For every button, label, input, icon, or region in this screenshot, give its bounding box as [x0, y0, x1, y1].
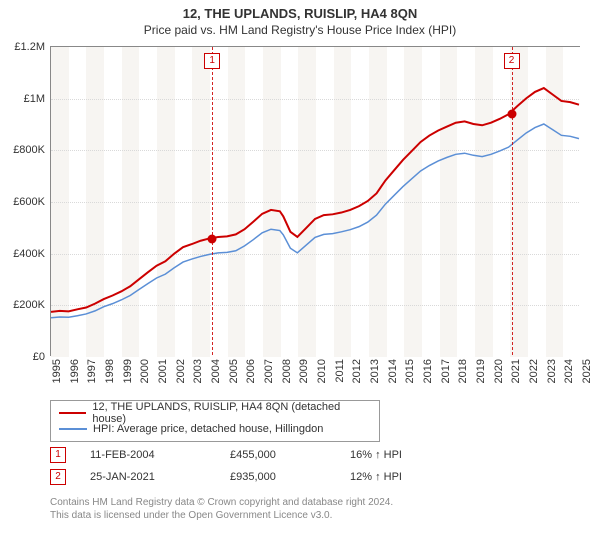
x-tick-label: 1997	[86, 359, 98, 383]
series-hpi_area	[51, 124, 579, 318]
legend-swatch	[59, 428, 87, 430]
x-tick-label: 2013	[369, 359, 381, 383]
x-tick-label: 2003	[192, 359, 204, 383]
legend-label: 12, THE UPLANDS, RUISLIP, HA4 8QN (detac…	[92, 401, 371, 425]
sale-marker-dot	[507, 110, 516, 119]
x-tick-label: 1999	[122, 359, 134, 383]
chart-title: 12, THE UPLANDS, RUISLIP, HA4 8QN	[0, 0, 600, 21]
sales-price: £455,000	[230, 449, 350, 461]
sales-date: 11-FEB-2004	[90, 449, 230, 461]
x-tick-label: 2014	[387, 359, 399, 383]
x-tick-label: 1998	[104, 359, 116, 383]
series-svg	[51, 47, 579, 355]
sales-price: £935,000	[230, 471, 350, 483]
x-tick-label: 2008	[281, 359, 293, 383]
x-tick-label: 2018	[457, 359, 469, 383]
sales-badge: 1	[50, 447, 66, 463]
legend: 12, THE UPLANDS, RUISLIP, HA4 8QN (detac…	[50, 400, 380, 442]
sale-marker-line	[212, 47, 213, 355]
sales-table: 1 11-FEB-2004£455,00016% ↑ HPI 2 25-JAN-202…	[50, 444, 470, 488]
sales-delta: 16% ↑ HPI	[350, 449, 470, 461]
legend-swatch	[59, 412, 86, 414]
sales-row: 1 11-FEB-2004£455,00016% ↑ HPI	[50, 444, 470, 466]
y-tick-label: £1M	[24, 93, 45, 105]
sales-date: 25-JAN-2021	[90, 471, 230, 483]
sale-marker-badge: 2	[504, 53, 520, 69]
y-tick-label: £600K	[13, 196, 45, 208]
x-tick-label: 2021	[510, 359, 522, 383]
sale-marker-badge: 1	[204, 53, 220, 69]
y-tick-label: £800K	[13, 144, 45, 156]
x-tick-label: 2019	[475, 359, 487, 383]
legend-row: 12, THE UPLANDS, RUISLIP, HA4 8QN (detac…	[59, 405, 371, 421]
sales-row: 2 25-JAN-2021£935,00012% ↑ HPI	[50, 466, 470, 488]
legend-label: HPI: Average price, detached house, Hill…	[93, 423, 323, 435]
x-tick-label: 2002	[175, 359, 187, 383]
x-tick-label: 2007	[263, 359, 275, 383]
y-tick-label: £400K	[13, 248, 45, 260]
sales-delta: 12% ↑ HPI	[350, 471, 470, 483]
footer: Contains HM Land Registry data © Crown c…	[50, 496, 393, 522]
series-hpi_subject	[51, 88, 579, 312]
x-tick-label: 2004	[210, 359, 222, 383]
x-tick-label: 2000	[139, 359, 151, 383]
x-tick-label: 2025	[581, 359, 593, 383]
x-tick-label: 1996	[69, 359, 81, 383]
x-tick-label: 2011	[334, 359, 346, 383]
footer-line1: Contains HM Land Registry data © Crown c…	[50, 496, 393, 509]
y-tick-label: £200K	[13, 299, 45, 311]
x-tick-label: 1995	[51, 359, 63, 383]
x-tick-label: 2024	[563, 359, 575, 383]
x-tick-label: 2016	[422, 359, 434, 383]
x-tick-label: 2012	[351, 359, 363, 383]
chart-subtitle: Price paid vs. HM Land Registry's House …	[0, 21, 600, 43]
y-tick-label: £0	[33, 351, 45, 363]
footer-line2: This data is licensed under the Open Gov…	[50, 509, 393, 522]
sales-badge: 2	[50, 469, 66, 485]
x-tick-label: 2022	[528, 359, 540, 383]
x-tick-label: 2023	[546, 359, 558, 383]
x-tick-label: 2020	[493, 359, 505, 383]
x-tick-label: 2001	[157, 359, 169, 383]
x-tick-label: 2015	[404, 359, 416, 383]
sale-marker-line	[512, 47, 513, 355]
plot-area: £0£200K£400K£600K£800K£1M£1.2M1995199619…	[50, 46, 580, 356]
x-tick-label: 2010	[316, 359, 328, 383]
x-tick-label: 2005	[228, 359, 240, 383]
sale-marker-dot	[208, 235, 217, 244]
y-tick-label: £1.2M	[14, 41, 45, 53]
x-tick-label: 2017	[440, 359, 452, 383]
x-tick-label: 2009	[298, 359, 310, 383]
x-tick-label: 2006	[245, 359, 257, 383]
